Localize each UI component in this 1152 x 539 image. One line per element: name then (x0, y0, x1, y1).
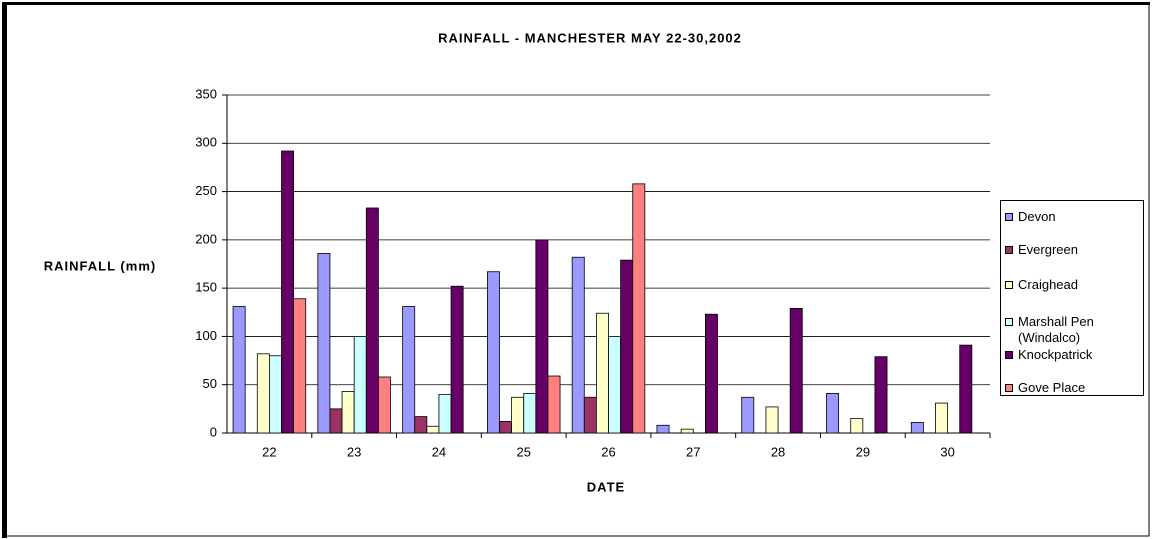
x-tick-label: 28 (771, 444, 785, 459)
legend-swatch (1005, 246, 1013, 254)
bar (620, 259, 634, 434)
legend-label: Knockpatrick (1018, 347, 1093, 362)
bar (741, 396, 755, 434)
legend-label: Craighead (1018, 277, 1078, 292)
bar (365, 207, 379, 434)
bar (256, 353, 270, 434)
legend-swatch (1005, 318, 1013, 326)
bar (402, 306, 416, 434)
x-axis-label: DATE (587, 479, 625, 494)
legend-label: Gove Place (1018, 380, 1086, 395)
legend: Devon Evergreen Craighead Marshall Pen (Win… (1000, 200, 1144, 396)
bar (535, 239, 549, 434)
bar (450, 285, 464, 434)
bar (850, 418, 864, 434)
bar (935, 402, 949, 434)
legend-label: Devon (1018, 209, 1056, 224)
legend-swatch (1005, 351, 1013, 359)
x-tick-label: 27 (686, 444, 700, 459)
bar (232, 306, 246, 434)
bar (293, 298, 307, 434)
legend-label: Marshall Pen (Windalco) (1018, 314, 1094, 345)
y-tick-label: 200 (195, 231, 217, 246)
y-tick-label: 50 (203, 376, 217, 391)
y-tick-label: 300 (195, 135, 217, 150)
x-tick-label: 26 (601, 444, 615, 459)
bar (583, 396, 597, 434)
bar (789, 308, 803, 434)
y-tick-label: 150 (195, 280, 217, 295)
legend-swatch (1005, 384, 1013, 392)
bar (608, 336, 622, 434)
bar (571, 256, 585, 434)
bar (874, 356, 888, 434)
bar (438, 393, 452, 434)
bar (414, 416, 428, 434)
legend-swatch (1005, 213, 1013, 221)
x-tick-label: 25 (516, 444, 530, 459)
legend-label: Evergreen (1018, 242, 1078, 257)
frame-edge (2, 2, 1150, 5)
bar (910, 421, 924, 434)
bar (547, 375, 561, 434)
x-tick-label: 23 (347, 444, 361, 459)
x-tick-label: 24 (432, 444, 446, 459)
bar (632, 183, 646, 434)
bar (765, 406, 779, 434)
y-axis-label: RAINFALL (mm) (44, 258, 156, 273)
bar (341, 391, 355, 434)
bar (523, 393, 537, 434)
y-tick-label: 250 (195, 183, 217, 198)
bar (826, 393, 840, 434)
y-tick-label: 350 (195, 86, 217, 101)
bar (353, 336, 367, 434)
x-tick-label: 30 (940, 444, 954, 459)
bar (511, 396, 525, 434)
frame-edge (2, 2, 7, 538)
bar (656, 424, 670, 434)
x-tick-label: 29 (856, 444, 870, 459)
bar (704, 313, 718, 434)
y-tick-label: 100 (195, 328, 217, 343)
bar (680, 428, 694, 434)
legend-swatch (1005, 281, 1013, 289)
bar (281, 150, 295, 434)
bar (959, 344, 973, 434)
bar (499, 421, 513, 434)
bar (317, 252, 331, 434)
y-tick-label: 0 (210, 424, 217, 439)
bar (595, 312, 609, 434)
x-tick-label: 22 (262, 444, 276, 459)
bar (268, 355, 282, 434)
bar (329, 408, 343, 434)
chart-title: RAINFALL - MANCHESTER MAY 22-30,2002 (438, 30, 742, 45)
bar (377, 376, 391, 434)
bar (486, 271, 500, 434)
bar (426, 425, 440, 434)
